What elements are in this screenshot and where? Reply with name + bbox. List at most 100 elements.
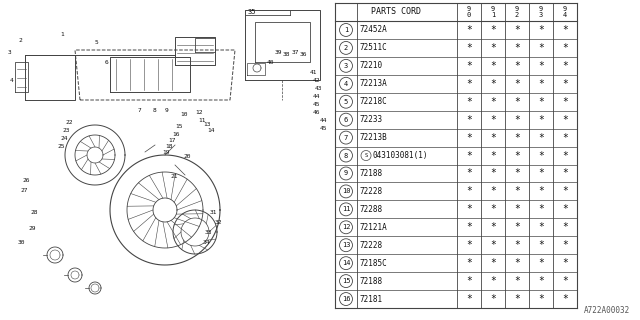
Text: *: * <box>490 150 496 161</box>
Text: 9
0: 9 0 <box>467 6 471 18</box>
Text: *: * <box>562 43 568 53</box>
Text: 10: 10 <box>342 188 350 195</box>
Text: 24: 24 <box>60 135 67 140</box>
Text: 5: 5 <box>95 39 99 44</box>
Text: 13: 13 <box>203 123 211 127</box>
Text: *: * <box>514 150 520 161</box>
Text: *: * <box>562 276 568 286</box>
Text: *: * <box>538 187 544 196</box>
Text: 2: 2 <box>18 37 22 43</box>
Text: *: * <box>466 294 472 304</box>
Text: 14: 14 <box>342 260 350 266</box>
Text: PARTS CORD: PARTS CORD <box>371 7 421 17</box>
Text: 32: 32 <box>215 220 223 226</box>
Text: 72511C: 72511C <box>360 44 388 52</box>
Text: 26: 26 <box>22 178 29 182</box>
Text: *: * <box>514 187 520 196</box>
Text: 6: 6 <box>105 60 109 65</box>
Text: *: * <box>490 97 496 107</box>
Text: *: * <box>466 150 472 161</box>
Text: *: * <box>562 258 568 268</box>
Text: 72181: 72181 <box>360 294 383 304</box>
Text: *: * <box>562 222 568 232</box>
Text: 39: 39 <box>275 50 282 54</box>
Text: 45: 45 <box>313 101 321 107</box>
Text: *: * <box>514 79 520 89</box>
Text: 38: 38 <box>283 52 291 58</box>
Text: 9
3: 9 3 <box>539 6 543 18</box>
Text: 72228: 72228 <box>360 241 383 250</box>
Text: 41: 41 <box>310 69 317 75</box>
Text: 72210: 72210 <box>360 61 383 70</box>
Text: *: * <box>466 97 472 107</box>
Text: *: * <box>514 204 520 214</box>
Text: *: * <box>538 61 544 71</box>
Text: 33: 33 <box>205 230 212 236</box>
Text: *: * <box>466 25 472 35</box>
Text: *: * <box>490 61 496 71</box>
Text: *: * <box>562 168 568 179</box>
Text: 72228: 72228 <box>360 187 383 196</box>
Text: 20: 20 <box>183 155 191 159</box>
Text: *: * <box>562 61 568 71</box>
Text: *: * <box>514 115 520 125</box>
Text: 15: 15 <box>342 278 350 284</box>
Text: 37: 37 <box>292 50 300 54</box>
Text: *: * <box>538 240 544 250</box>
Text: 12: 12 <box>342 224 350 230</box>
Text: *: * <box>490 240 496 250</box>
Text: 28: 28 <box>30 210 38 214</box>
Text: *: * <box>490 168 496 179</box>
Text: 44: 44 <box>320 117 328 123</box>
Text: *: * <box>466 115 472 125</box>
Text: A722A00032: A722A00032 <box>584 306 630 315</box>
Text: *: * <box>514 97 520 107</box>
Text: *: * <box>538 258 544 268</box>
Text: *: * <box>466 258 472 268</box>
Text: 10: 10 <box>180 113 188 117</box>
Text: 23: 23 <box>62 127 70 132</box>
Text: *: * <box>466 132 472 143</box>
Text: *: * <box>490 187 496 196</box>
Text: *: * <box>562 97 568 107</box>
Text: 7: 7 <box>138 108 141 113</box>
Text: 9: 9 <box>165 108 169 113</box>
Text: 8: 8 <box>344 153 348 158</box>
Text: *: * <box>538 276 544 286</box>
Text: *: * <box>466 79 472 89</box>
Text: 14: 14 <box>207 127 214 132</box>
Text: *: * <box>562 79 568 89</box>
Text: 21: 21 <box>170 174 177 180</box>
Text: 25: 25 <box>57 143 65 148</box>
Text: 22: 22 <box>65 119 72 124</box>
Text: 72288: 72288 <box>360 205 383 214</box>
Text: *: * <box>466 276 472 286</box>
Text: *: * <box>514 168 520 179</box>
Text: *: * <box>466 240 472 250</box>
Text: *: * <box>538 25 544 35</box>
Text: 043103081(1): 043103081(1) <box>372 151 428 160</box>
Text: 72121A: 72121A <box>360 223 388 232</box>
Text: 16: 16 <box>342 296 350 302</box>
Text: *: * <box>538 294 544 304</box>
Text: *: * <box>538 97 544 107</box>
Text: *: * <box>538 79 544 89</box>
Text: *: * <box>490 222 496 232</box>
Text: 72213B: 72213B <box>360 133 388 142</box>
Text: *: * <box>562 187 568 196</box>
Text: 1: 1 <box>344 27 348 33</box>
Text: *: * <box>514 25 520 35</box>
Text: *: * <box>562 240 568 250</box>
Text: *: * <box>538 43 544 53</box>
Text: *: * <box>514 276 520 286</box>
Text: 1: 1 <box>60 33 64 37</box>
Text: *: * <box>514 43 520 53</box>
Text: *: * <box>538 150 544 161</box>
Text: 72218C: 72218C <box>360 97 388 106</box>
Text: *: * <box>514 61 520 71</box>
Text: *: * <box>466 61 472 71</box>
Text: 7: 7 <box>344 135 348 140</box>
Text: *: * <box>538 115 544 125</box>
Text: 31: 31 <box>210 210 218 214</box>
Text: 72452A: 72452A <box>360 26 388 35</box>
